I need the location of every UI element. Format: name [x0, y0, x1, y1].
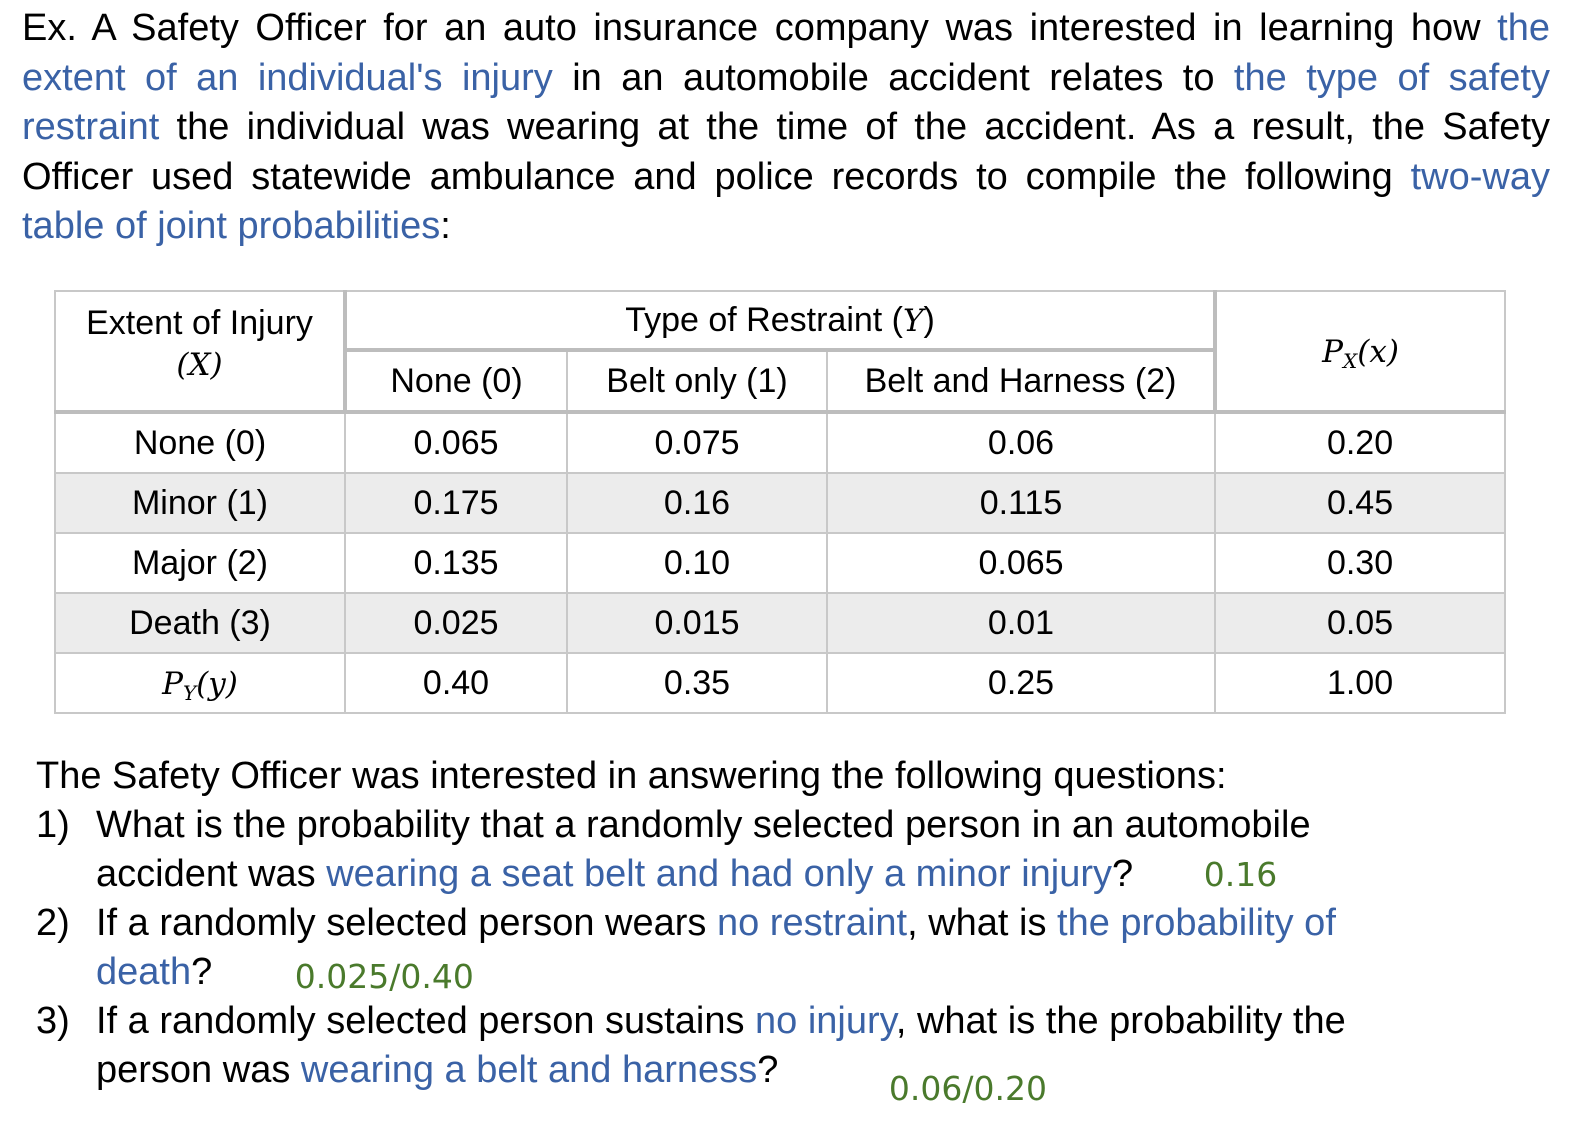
row-label: Minor (1) — [54, 472, 346, 534]
column-header: None (0) — [343, 348, 568, 414]
marginal-y-arg: (y) — [196, 665, 238, 702]
question-number: 2) — [36, 902, 70, 944]
question-number: 1) — [36, 804, 70, 846]
question-text: person was — [96, 1049, 301, 1091]
table-cell: 0.175 — [344, 472, 568, 534]
row-label: Major (2) — [54, 532, 346, 594]
question-highlight: death — [96, 951, 192, 993]
marginal-x-cell: 0.45 — [1214, 472, 1507, 534]
marginal-y-label-cell: PY(y) — [54, 652, 346, 714]
row-label: Death (3) — [54, 592, 346, 654]
marginal-y-cell: 0.35 — [566, 652, 828, 714]
row-header-variable: (X) — [176, 347, 223, 383]
total-cell: 1.00 — [1214, 652, 1507, 714]
table-cell: 0.025 — [344, 592, 568, 654]
answer-2: 0.025/0.40 — [294, 957, 474, 996]
table-row: Minor (1) 0.175 0.16 0.115 0.45 — [54, 472, 1507, 534]
intro-text-3: the individual was wearing at the time o… — [22, 106, 1550, 198]
question-1: 1) What is the probability that a randoml… — [36, 801, 1556, 850]
column-group-close: ) — [923, 300, 935, 339]
question-highlight: no restraint — [716, 902, 908, 944]
question-2: 2) If a randomly selected person wears no… — [36, 899, 1556, 948]
marginal-x-label: P — [1322, 333, 1343, 370]
intro-text-4: : — [440, 205, 451, 247]
question-highlight: the probability of — [1057, 902, 1336, 944]
marginal-x-sub: X — [1343, 348, 1358, 373]
question-text: If a randomly selected person sustains — [96, 1000, 756, 1042]
table-cell: 0.075 — [566, 411, 828, 474]
column-header: Belt and Harness (2) — [825, 348, 1218, 414]
column-header: Belt only (1) — [566, 348, 828, 414]
table-cell: 0.015 — [566, 592, 828, 654]
table-cell: 0.135 — [344, 532, 568, 594]
question-highlight: wearing a belt and harness — [300, 1049, 758, 1091]
intro-paragraph: Ex. A Safety Officer for an auto insuran… — [22, 4, 1550, 252]
row-label: None (0) — [54, 411, 346, 474]
table-row: Major (2) 0.135 0.10 0.065 0.30 — [54, 532, 1507, 594]
table-row: Death (3) 0.025 0.015 0.01 0.05 — [54, 592, 1507, 654]
question-text: , what is — [907, 902, 1058, 944]
joint-probability-table: Extent of Injury (X) Type of Restraint (… — [54, 290, 1507, 714]
question-1-continued: accident was wearing a seat belt and had… — [36, 850, 1556, 899]
marginal-x-cell: 0.30 — [1214, 532, 1507, 594]
answer-3: 0.06/0.20 — [888, 1069, 1047, 1108]
answer-1: 0.16 — [1203, 855, 1278, 894]
question-3-continued: person was wearing a belt and harness? 0… — [36, 1046, 1556, 1108]
intro-highlight-injury: the extent of an individual's injury — [22, 7, 1550, 99]
table-cell: 0.065 — [344, 411, 568, 474]
question-text: , what is the probability the — [895, 1000, 1346, 1042]
intro-highlight-table: two-way table of joint probabilities — [22, 155, 1550, 248]
question-2-continued: death? 0.025/0.40 — [36, 948, 1556, 997]
question-3: 3) If a randomly selected person sustains… — [36, 997, 1556, 1046]
column-group-header: Type of Restraint (Y) — [342, 290, 1218, 351]
question-text: ? — [191, 951, 213, 993]
question-highlight: wearing a seat belt and had only a minor… — [326, 853, 1113, 895]
marginal-x-arg: (x) — [1357, 333, 1399, 370]
question-text: If a randomly selected person wears — [96, 902, 717, 944]
marginal-y-sub: Y — [182, 680, 197, 705]
table-cell: 0.06 — [825, 411, 1217, 474]
row-header-title: Extent of Injury — [86, 304, 313, 342]
table-cell: 0.115 — [825, 472, 1217, 534]
question-text: ? — [757, 1049, 779, 1091]
table-cell: 0.01 — [825, 592, 1217, 654]
questions-section: The Safety Officer was interested in ans… — [36, 752, 1556, 1108]
intro-highlight-restraint: the type of safety restraint — [22, 56, 1550, 149]
table-cell: 0.10 — [566, 532, 828, 594]
questions-lead: The Safety Officer was interested in ans… — [36, 755, 1227, 797]
question-text: ? — [1112, 853, 1134, 895]
table-cell: 0.16 — [566, 472, 828, 534]
marginal-x-cell: 0.20 — [1214, 411, 1507, 474]
column-group-title: Type of Restraint ( — [625, 300, 903, 339]
question-text: accident was — [96, 853, 327, 895]
intro-text-1: Ex. A Safety Officer for an auto insuran… — [22, 7, 1498, 49]
question-highlight: no injury — [755, 1000, 896, 1042]
row-header-cell: Extent of Injury (X) — [54, 290, 346, 414]
intro-text-2: in an automobile accident relates to — [552, 56, 1234, 99]
marginal-y-label: P — [162, 665, 183, 702]
question-number: 3) — [36, 1000, 70, 1042]
marginal-y-row: PY(y) 0.40 0.35 0.25 1.00 — [54, 652, 1507, 714]
marginal-y-cell: 0.40 — [344, 652, 568, 714]
marginal-x-header: PX(x) — [1214, 290, 1507, 414]
marginal-x-cell: 0.05 — [1214, 592, 1507, 654]
column-group-variable: Y — [903, 302, 924, 339]
table-cell: 0.065 — [825, 532, 1217, 594]
marginal-y-cell: 0.25 — [825, 652, 1217, 714]
table-row: None (0) 0.065 0.075 0.06 0.20 — [54, 411, 1507, 474]
question-text: What is the probability that a randomly … — [96, 804, 1311, 846]
